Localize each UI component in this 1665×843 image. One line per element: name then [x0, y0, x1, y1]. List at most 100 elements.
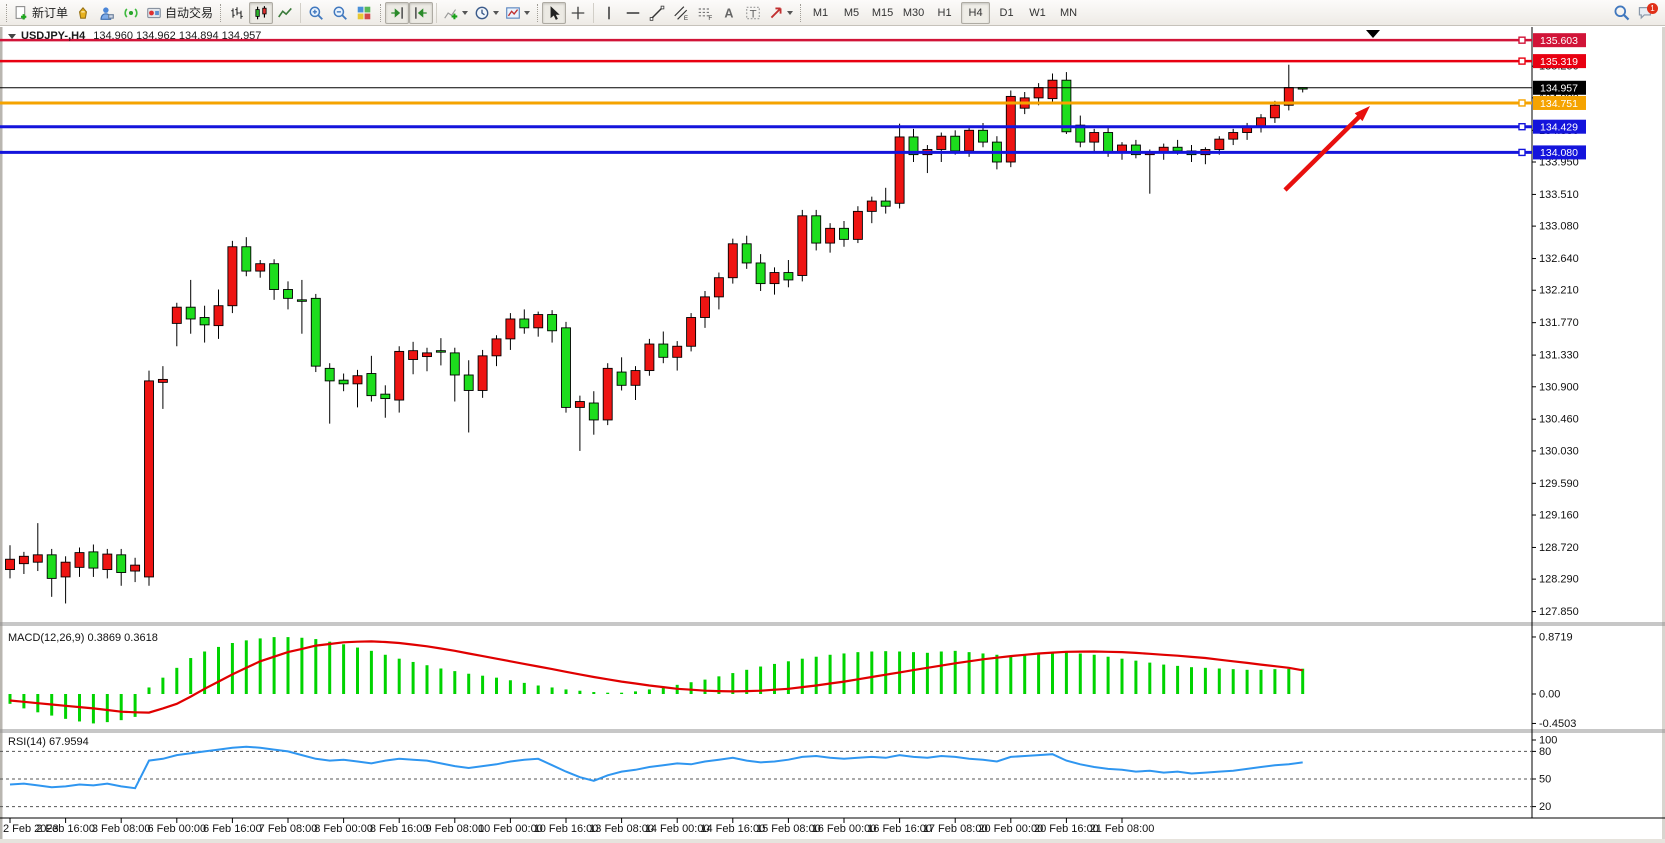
timeframe-H1[interactable]: H1 [937, 6, 952, 19]
arrows-tool-button[interactable] [765, 2, 796, 24]
candle-body[interactable] [686, 317, 697, 347]
candle-body[interactable] [505, 318, 516, 340]
candle-body[interactable] [338, 379, 349, 385]
hline-handle[interactable] [1518, 122, 1526, 131]
candle-body[interactable] [310, 297, 321, 367]
tile-windows-button[interactable] [352, 2, 376, 24]
candle-body[interactable] [463, 374, 474, 391]
candle-body[interactable] [435, 350, 446, 353]
hline-handle[interactable] [1518, 99, 1526, 107]
candle-body[interactable] [283, 289, 293, 299]
candle-body[interactable] [574, 401, 585, 408]
candle-body[interactable] [1075, 124, 1086, 143]
candle-body[interactable] [561, 327, 571, 408]
candle-body[interactable] [950, 135, 961, 152]
candle-body[interactable] [978, 129, 988, 143]
candle-body[interactable] [144, 380, 154, 578]
vertical-line-button[interactable] [597, 2, 621, 24]
candle-body[interactable] [811, 215, 822, 244]
candle-body[interactable] [700, 296, 710, 318]
new-order-button[interactable]: 新订单 [11, 2, 71, 24]
candle-body[interactable] [213, 305, 224, 327]
timeframe-MN[interactable]: MN [1059, 6, 1078, 19]
candle-body[interactable] [1033, 87, 1044, 99]
candle-body[interactable] [352, 375, 363, 385]
candle-body[interactable] [102, 553, 113, 571]
candle-body[interactable] [491, 338, 502, 357]
candle-body[interactable] [199, 317, 210, 326]
candle-body[interactable] [894, 136, 905, 204]
candle-body[interactable] [630, 370, 641, 386]
candle-body[interactable] [769, 272, 780, 285]
market-watch-button[interactable] [71, 2, 95, 24]
crosshair-button[interactable] [566, 2, 590, 24]
candle-body[interactable] [519, 318, 530, 329]
candle-body[interactable] [88, 551, 99, 569]
toolbar-grip[interactable] [220, 3, 222, 22]
hline-handle[interactable] [1518, 148, 1526, 157]
candle-body[interactable] [1005, 95, 1016, 163]
candle-body[interactable] [547, 314, 558, 332]
candle-body[interactable] [394, 350, 405, 401]
timeframe-M1[interactable]: M1 [812, 6, 829, 19]
candle-body[interactable] [1103, 132, 1114, 153]
chart-shift-button[interactable] [409, 1, 434, 24]
auto-scroll-button[interactable] [385, 1, 410, 24]
candle-body[interactable] [964, 129, 975, 152]
timeframe-D1[interactable]: D1 [999, 6, 1014, 19]
candle-body[interactable] [1061, 79, 1072, 133]
candle-body[interactable] [380, 393, 391, 400]
candle-body[interactable] [1269, 104, 1280, 119]
chart-area[interactable]: 135.250134.820134.380133.950133.510133.0… [0, 27, 1665, 843]
candle-body[interactable] [839, 227, 849, 240]
candle-body[interactable] [32, 554, 43, 563]
trend-arrow[interactable] [1283, 113, 1363, 192]
periods-button[interactable] [471, 2, 502, 24]
bar-chart-button[interactable] [225, 2, 249, 24]
candle-body[interactable] [5, 558, 15, 571]
trendline-button[interactable] [645, 2, 669, 24]
candle-body[interactable] [1047, 79, 1058, 100]
candle-body[interactable] [644, 343, 655, 372]
cursor-button[interactable] [542, 1, 567, 24]
candle-body[interactable] [241, 246, 252, 272]
notification-button[interactable]: 1 [1633, 2, 1658, 24]
candle-body[interactable] [713, 277, 724, 298]
candle-body[interactable] [783, 272, 794, 281]
channel-button[interactable]: E [669, 2, 693, 24]
hline-handle[interactable] [1518, 57, 1526, 65]
candle-body[interactable] [797, 215, 808, 276]
candle-body[interactable] [825, 227, 836, 244]
toolbar-grip[interactable] [380, 3, 382, 22]
candle-body[interactable] [1214, 138, 1225, 150]
timeframe-M30[interactable]: M30 [902, 6, 925, 19]
signal-button[interactable] [119, 2, 143, 24]
timeframe-W1[interactable]: W1 [1029, 6, 1046, 19]
candle-body[interactable] [227, 246, 238, 307]
text-button[interactable]: A [717, 2, 741, 24]
candle-body[interactable] [449, 352, 460, 376]
text-label-button[interactable]: T [741, 2, 765, 24]
search-button[interactable] [1609, 2, 1633, 24]
candle-body[interactable] [18, 555, 29, 565]
horizontal-line-button[interactable] [621, 2, 645, 24]
candle-body[interactable] [60, 561, 71, 578]
candle-body[interactable] [658, 343, 669, 358]
candle-body[interactable] [880, 200, 891, 207]
timeframe-H4[interactable]: H4 [961, 1, 991, 24]
candle-body[interactable] [588, 402, 599, 421]
candle-body[interactable] [1256, 117, 1266, 127]
candle-body[interactable] [1089, 132, 1100, 143]
add-indicator-button[interactable] [440, 2, 471, 24]
template-button[interactable] [502, 2, 533, 24]
candle-body[interactable] [422, 352, 432, 358]
candle-body[interactable] [1172, 146, 1183, 152]
candle-body[interactable] [408, 350, 419, 360]
candle-body[interactable] [171, 306, 182, 324]
candle-body[interactable] [477, 355, 488, 391]
candle-body[interactable] [908, 136, 919, 156]
chart-shift-marker[interactable] [1366, 30, 1380, 38]
timeframe-M15[interactable]: M15 [871, 6, 894, 19]
toolbar-grip[interactable] [537, 3, 539, 22]
candle-body[interactable] [296, 299, 307, 302]
